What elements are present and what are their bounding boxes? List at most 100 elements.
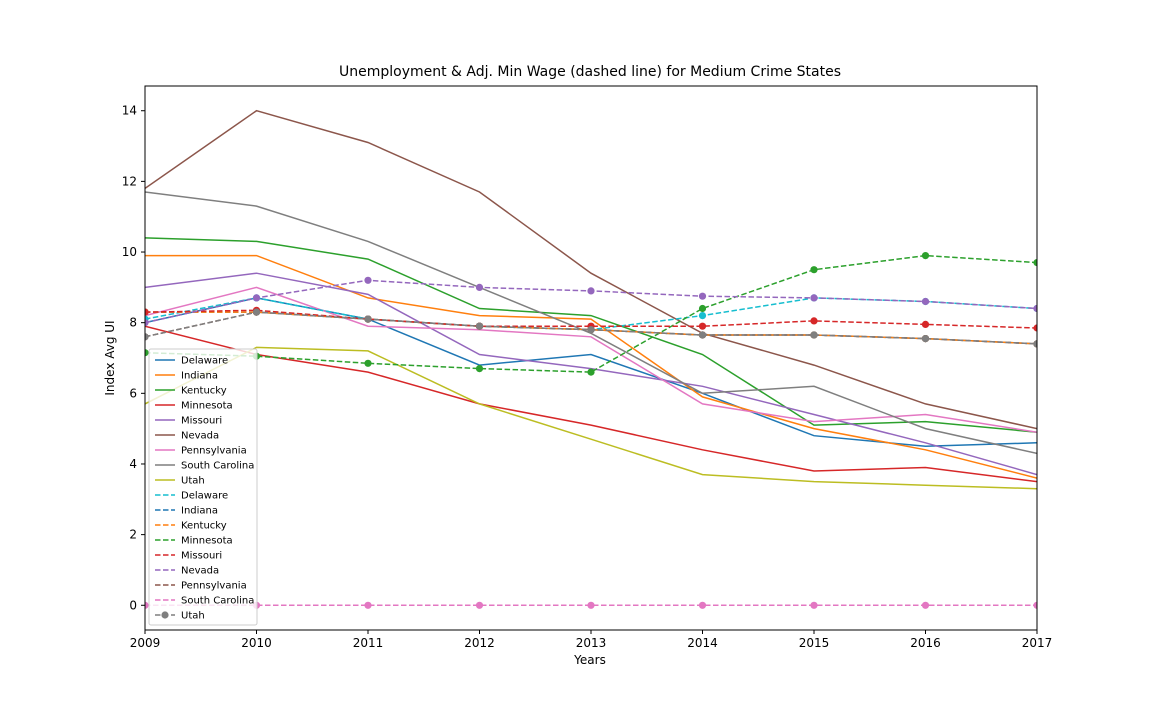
- y-tick-label: 4: [129, 457, 137, 471]
- x-tick-label: 2011: [353, 636, 384, 650]
- legend-item: Indiana: [155, 506, 218, 517]
- data-point: [364, 276, 372, 284]
- x-tick-label: 2009: [130, 636, 161, 650]
- legend-label: Utah: [181, 476, 205, 487]
- data-point: [921, 335, 930, 343]
- data-point: [475, 365, 484, 373]
- data-point: [364, 359, 372, 367]
- data-point: [145, 601, 149, 609]
- legend-label: Kentucky: [181, 521, 227, 532]
- series-line: [145, 286, 1037, 433]
- data-point: [145, 349, 149, 357]
- data-point: [145, 308, 149, 316]
- data-point: [1033, 304, 1037, 313]
- series-unemployment-pennsylvania: [145, 286, 1037, 433]
- series-minwage-south-carolina: [145, 601, 1037, 609]
- legend-label: Minnesota: [181, 401, 233, 412]
- y-tick-label: 14: [122, 104, 137, 118]
- legend: Delaware Indiana Kentucky Minnesota Missouri…: [148, 348, 258, 626]
- legend-label: Indiana: [181, 506, 218, 517]
- x-tick-label: 2015: [799, 636, 830, 650]
- legend-item: Pennsylvania: [155, 581, 247, 592]
- data-point: [364, 315, 372, 323]
- legend-label: Delaware: [181, 491, 228, 502]
- series-line: [145, 237, 1037, 433]
- legend-label: Missouri: [181, 416, 222, 427]
- data-point: [810, 331, 818, 339]
- data-point: [698, 331, 707, 339]
- data-point: [587, 601, 595, 609]
- data-point: [698, 292, 707, 300]
- y-tick-label: 12: [122, 174, 137, 188]
- data-point: [1033, 340, 1037, 348]
- legend-item: Kentucky: [155, 521, 227, 532]
- data-point: [1033, 601, 1037, 609]
- x-tick-label: 2014: [687, 636, 718, 650]
- legend-label: Pennsylvania: [181, 581, 247, 592]
- data-point: [698, 312, 707, 320]
- data-point: [921, 601, 930, 609]
- series-minwage-utah: [145, 308, 1037, 348]
- data-point: [364, 601, 372, 609]
- legend-item: Utah: [155, 611, 205, 622]
- series-line: [145, 346, 1037, 490]
- series-unemployment-minnesota: [145, 325, 1037, 483]
- legend-box: [148, 348, 258, 626]
- legend-label: Utah: [181, 611, 205, 622]
- series-minwage-minnesota: [145, 252, 1037, 376]
- legend-item: Minnesota: [155, 401, 233, 412]
- legend-label: Pennsylvania: [181, 446, 247, 457]
- legend-item: South Carolina: [155, 461, 254, 472]
- x-tick-label: 2012: [464, 636, 495, 650]
- data-point: [145, 333, 149, 341]
- series-unemployment-kentucky: [145, 237, 1037, 433]
- data-point: [810, 294, 818, 302]
- series-layer: [145, 109, 1037, 609]
- legend-item: Delaware: [155, 356, 228, 367]
- x-axis: 2009 2010 2011 2012 2013 2014 2015 2016 2017: [130, 630, 1052, 650]
- x-axis-label: Years: [573, 653, 606, 667]
- data-point: [921, 320, 930, 328]
- data-point: [698, 601, 707, 609]
- legend-item: Pennsylvania: [155, 446, 247, 457]
- legend-item: Kentucky: [155, 386, 227, 397]
- data-point: [145, 319, 149, 327]
- data-point: [475, 601, 484, 609]
- data-point: [587, 326, 595, 334]
- y-tick-label: 6: [129, 386, 137, 400]
- data-point: [810, 266, 818, 274]
- legend-item: Minnesota: [155, 536, 233, 547]
- chart-title: Unemployment & Adj. Min Wage (dashed lin…: [339, 64, 841, 80]
- series-unemployment-indiana: [145, 254, 1037, 479]
- legend-label: Indiana: [181, 371, 218, 382]
- legend-item: Indiana: [155, 371, 218, 382]
- data-point: [921, 252, 930, 260]
- series-line: [145, 311, 1037, 345]
- legend-label: South Carolina: [181, 596, 254, 607]
- series-minwage-nevada: [145, 276, 1037, 327]
- x-tick-label: 2013: [576, 636, 607, 650]
- legend-marker: [161, 611, 169, 619]
- data-point: [810, 601, 818, 609]
- data-point: [252, 294, 261, 302]
- series-unemployment-nevada: [145, 109, 1037, 430]
- y-tick-label: 0: [129, 598, 137, 612]
- series-line: [145, 309, 1037, 329]
- y-axis: 0 2 4 6 8 10 12 14: [122, 104, 145, 612]
- legend-label: Kentucky: [181, 386, 227, 397]
- legend-label: Nevada: [181, 431, 219, 442]
- legend-label: Minnesota: [181, 536, 233, 547]
- series-line: [145, 109, 1037, 430]
- series-line: [145, 254, 1037, 373]
- y-tick-label: 2: [129, 528, 137, 542]
- data-point: [698, 322, 707, 330]
- legend-label: Nevada: [181, 566, 219, 577]
- legend-item: Nevada: [155, 566, 219, 577]
- y-tick-label: 8: [129, 316, 137, 330]
- legend-item: South Carolina: [155, 596, 254, 607]
- series-unemployment-utah: [145, 346, 1037, 490]
- data-point: [587, 368, 595, 376]
- legend-label: South Carolina: [181, 461, 254, 472]
- data-point: [252, 308, 261, 316]
